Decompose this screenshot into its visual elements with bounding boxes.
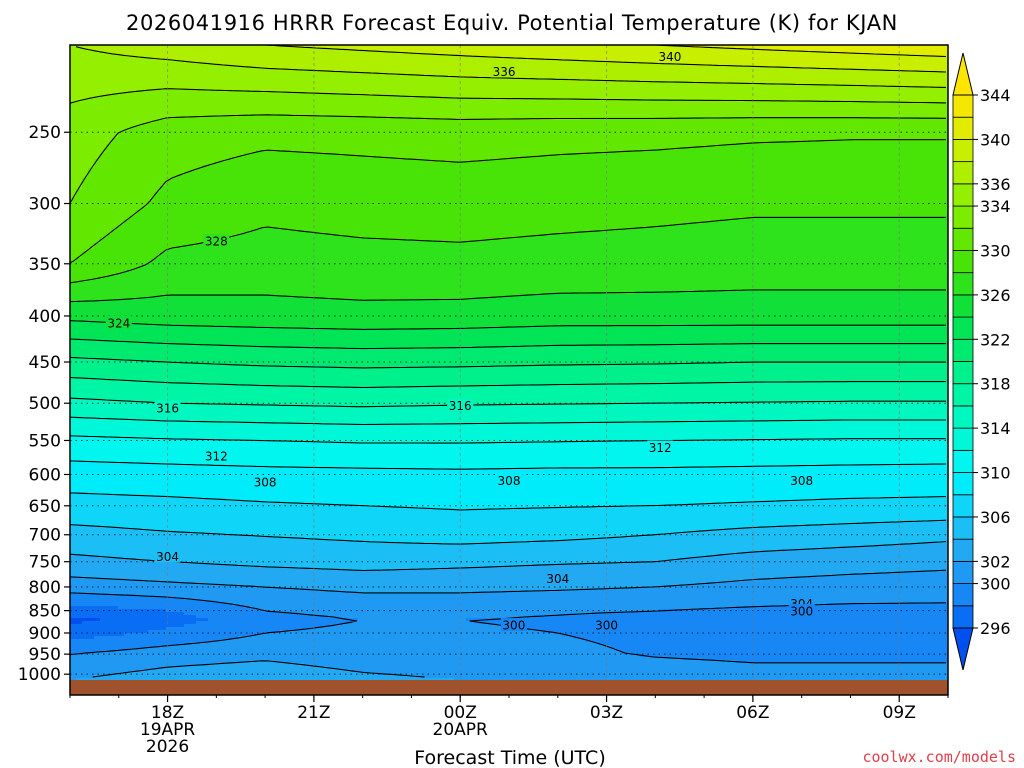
- chart-title: 2026041916 HRRR Forecast Equiv. Potentia…: [126, 11, 898, 35]
